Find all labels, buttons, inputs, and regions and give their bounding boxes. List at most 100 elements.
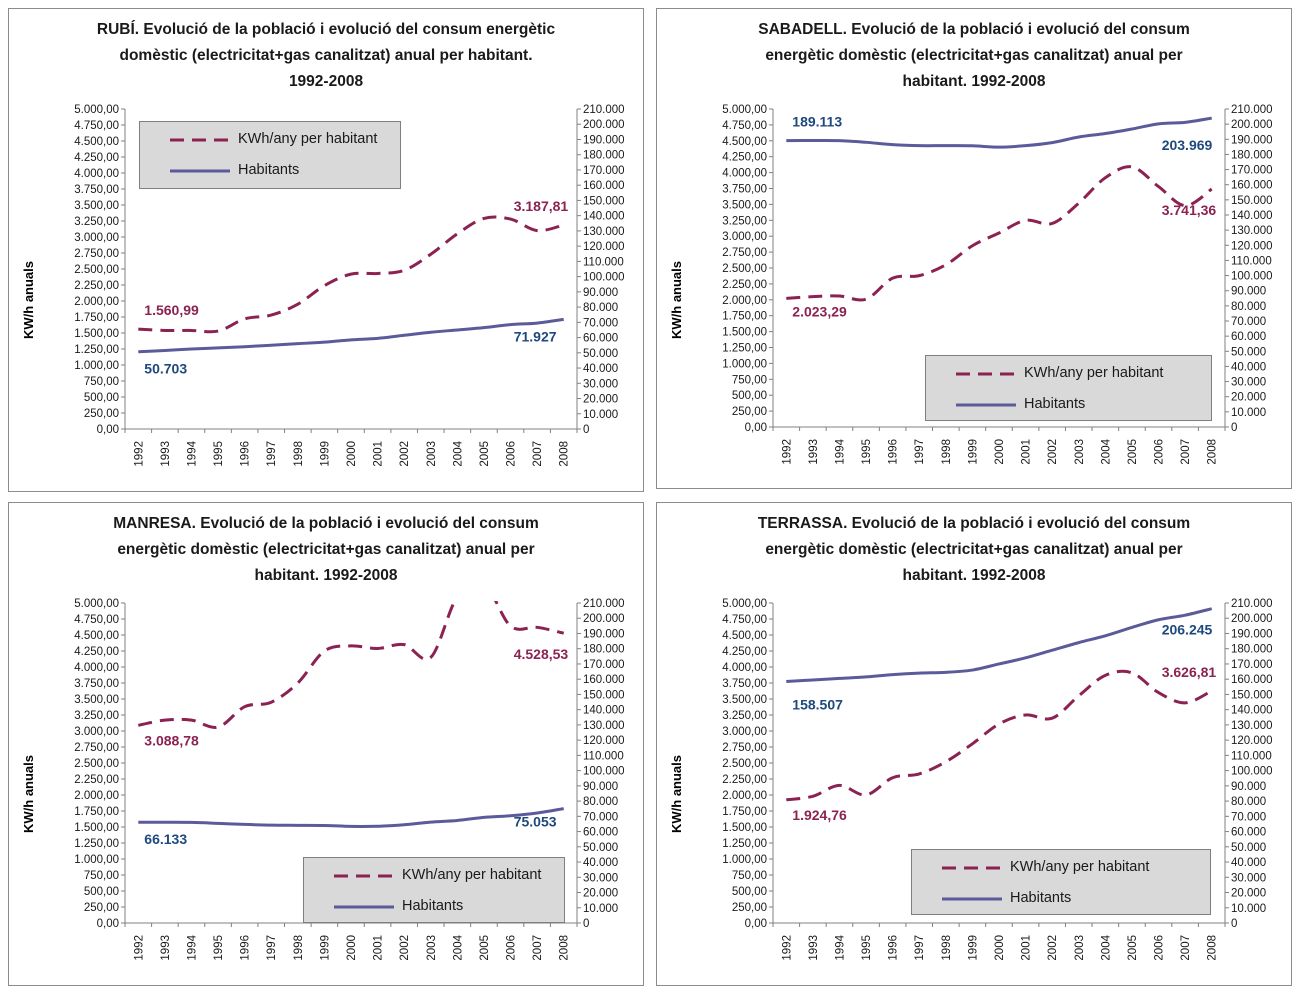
y-right-tick-label: 200.000 [1231,613,1273,625]
y-right-tick-label: 200.000 [1231,119,1273,131]
y-left-tick-label: 4.250,00 [74,152,119,164]
y-left-tick-label: 250,00 [84,408,119,420]
y-right-tick-label: 50.000 [583,348,618,360]
x-tick-label: 2008 [1207,439,1219,465]
x-tick-label: 1995 [213,935,225,961]
y-right-tick-label: 20.000 [1231,888,1266,900]
y-left-tick-label: 2.500,00 [74,264,119,276]
y-left-tick-label: 3.500,00 [722,694,767,706]
x-tick-label: 1998 [941,439,953,465]
y-axis-label: KW/h anuals [21,754,36,833]
y-left-tick-label: 1.250,00 [722,343,767,355]
legend-solid-line-swatch [956,403,1016,407]
x-tick-label: 2002 [399,935,411,961]
y-left-tick-label: 250,00 [732,406,767,418]
y-right-tick-label: 30.000 [1231,377,1266,389]
y-right-tick-label: 140.000 [583,211,625,223]
y-right-tick-label: 190.000 [1231,134,1273,146]
y-right-tick-label: 10.000 [583,409,618,421]
y-left-tick-label: 1.750,00 [722,311,767,323]
y-left-tick-label: 0,00 [97,918,119,930]
legend-label: Habitants [1024,396,1086,412]
y-left-tick-label: 4.000,00 [722,168,767,180]
legend: KWh/any per habitant Habitants [911,849,1211,915]
population-line [138,807,564,828]
y-right-tick-label: 70.000 [1231,811,1266,823]
x-tick-label: 1994 [834,934,846,960]
y-right-tick-label: 180.000 [583,644,625,656]
data-label: 189.113 [792,114,842,130]
title-line-1: RUBÍ. Evolució de la població i evolució… [96,21,556,38]
y-left-tick-label: 2.000,00 [74,296,119,308]
y-left-tick-label: 5.000,00 [74,598,119,610]
legend-label: KWh/any per habitant [1024,365,1164,381]
x-tick-label: 1994 [834,438,846,464]
x-tick-label: 2005 [1127,935,1139,961]
y-right-tick-label: 20.000 [583,394,618,406]
y-right-tick-label: 90.000 [1231,781,1266,793]
y-right-tick-label: 140.000 [583,705,625,717]
title-line-2: domèstic (electricitat+gas canalitzat) a… [119,47,533,64]
y-left-tick-label: 750,00 [732,870,767,882]
y-left-tick-label: 4.000,00 [74,168,119,180]
y-right-tick-label: 150.000 [583,689,625,701]
y-left-tick-label: 2.250,00 [74,280,119,292]
y-right-tick-label: 160.000 [1231,180,1273,192]
data-label: 3.626,81 [1162,664,1217,680]
y-axis-label: KW/h anuals [669,754,684,833]
data-label: 3.741,36 [1162,202,1217,218]
population-line [138,317,564,354]
x-tick-label: 2000 [994,935,1006,961]
y-left-tick-label: 2.250,00 [722,279,767,291]
population-line [786,607,1213,683]
y-right-tick-label: 100.000 [1231,271,1273,283]
x-tick-label: 2002 [399,441,411,467]
legend: KWh/any per habitant Habitants [303,857,565,923]
y-left-tick-label: 750,00 [84,376,119,388]
title-line-3: 1992-2008 [288,73,364,90]
chart-svg: 0,00 250,00 500,00 750,00 1.000,00 1.250,00 1.… [722,598,1273,961]
data-label: 2.023,29 [792,303,847,319]
chart-svg: 0,00 250,00 500,00 750,00 1.000,00 1.250,00 1.… [74,104,625,467]
y-left-tick-label: 750,00 [84,870,119,882]
y-left-tick-label: 1.750,00 [74,806,119,818]
y-right-tick-label: 0 [583,918,589,930]
legend-label: KWh/any per habitant [238,131,378,147]
legend-item-population: Habitants [926,391,1211,419]
y-left-tick-label: 3.000,00 [722,726,767,738]
data-label: 71.927 [514,328,557,344]
chart-title: SABADELL. Evolució de la població i evol… [697,17,1251,95]
y-left-tick-label: 500,00 [84,392,119,404]
y-left-tick-label: 1.250,00 [74,344,119,356]
data-label: 206.245 [1162,622,1213,638]
y-right-tick-label: 130.000 [583,720,625,732]
legend-dashed-line-swatch [170,138,230,142]
y-right-tick-label: 50.000 [1231,842,1266,854]
title-line-1: TERRASSA. Evolució de la població i evol… [757,515,1191,532]
x-tick-label: 2001 [1021,935,1033,961]
x-tick-label: 1999 [967,439,979,465]
y-right-tick-label: 90.000 [583,781,618,793]
y-left-tick-label: 3.750,00 [722,184,767,196]
y-left-tick-label: 5.000,00 [722,104,767,116]
data-label: 3.187,81 [514,198,569,214]
y-right-tick-label: 20.000 [1231,392,1266,404]
y-right-tick-label: 170.000 [583,659,625,671]
y-left-tick-label: 3.250,00 [722,215,767,227]
y-right-tick-label: 150.000 [1231,689,1273,701]
y-left-tick-label: 3.000,00 [74,232,119,244]
y-left-tick-label: 4.750,00 [722,120,767,132]
y-left-tick-label: 3.250,00 [74,710,119,722]
y-right-tick-label: 120.000 [583,735,625,747]
x-tick-label: 2004 [1100,934,1112,960]
x-tick-label: 2005 [479,935,491,961]
y-right-tick-label: 0 [583,424,589,436]
y-left-tick-label: 1.000,00 [74,360,119,372]
y-left-tick-label: 1.000,00 [74,854,119,866]
y-right-tick-label: 180.000 [1231,644,1273,656]
y-left-tick-label: 0,00 [745,422,767,434]
legend-solid-line-swatch [334,905,394,909]
y-left-tick-label: 5.000,00 [74,104,119,116]
legend-item-population: Habitants [304,893,564,921]
legend-item-consumption: KWh/any per habitant [912,854,1210,882]
